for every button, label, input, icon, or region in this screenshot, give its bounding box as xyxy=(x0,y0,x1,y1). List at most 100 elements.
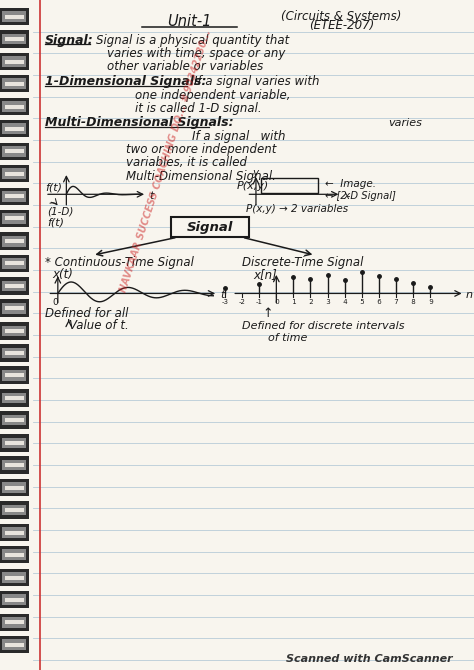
Bar xyxy=(5,284,24,288)
Bar xyxy=(2,146,26,157)
Text: If a signal   with: If a signal with xyxy=(192,129,285,143)
Bar xyxy=(2,482,26,493)
Text: t: t xyxy=(149,192,154,201)
Text: x[n]: x[n] xyxy=(254,268,277,281)
Bar xyxy=(0,569,29,586)
Bar xyxy=(0,636,29,653)
Bar xyxy=(5,261,24,265)
Bar xyxy=(2,326,26,336)
Text: If a signal varies with: If a signal varies with xyxy=(194,75,320,88)
Text: * Continuous-Time Signal: * Continuous-Time Signal xyxy=(45,256,194,269)
Bar xyxy=(5,239,24,243)
Text: 4: 4 xyxy=(341,299,348,305)
Bar xyxy=(5,531,24,535)
Bar xyxy=(2,191,26,202)
Text: one independent variable,: one independent variable, xyxy=(135,88,291,102)
Text: -1: -1 xyxy=(256,299,263,305)
Bar xyxy=(0,165,29,182)
Bar xyxy=(0,322,29,340)
Text: 0: 0 xyxy=(273,299,280,305)
Bar xyxy=(2,572,26,583)
Bar xyxy=(0,255,29,272)
Bar xyxy=(2,11,26,22)
Bar xyxy=(0,30,29,48)
Text: Signal: Signal xyxy=(187,220,233,234)
Bar xyxy=(0,434,29,452)
Bar xyxy=(0,299,29,317)
Text: 1: 1 xyxy=(290,299,297,305)
Bar xyxy=(2,123,26,134)
Text: varies with time, space or any: varies with time, space or any xyxy=(107,47,285,60)
Bar xyxy=(0,75,29,92)
Bar xyxy=(0,456,29,474)
Bar xyxy=(2,639,26,650)
Bar xyxy=(0,614,29,631)
Text: -2: -2 xyxy=(239,299,246,305)
Bar xyxy=(5,486,24,490)
Bar xyxy=(5,37,24,41)
Text: 2: 2 xyxy=(307,299,314,305)
Bar xyxy=(2,281,26,291)
Text: P(x,y) → 2 variables: P(x,y) → 2 variables xyxy=(246,204,348,214)
Text: Unit-1: Unit-1 xyxy=(167,14,212,29)
Text: 1-Dimensional Signals:: 1-Dimensional Signals: xyxy=(45,75,207,88)
Text: Value of t.: Value of t. xyxy=(69,319,128,332)
Text: f(t): f(t) xyxy=(45,183,62,192)
Text: t: t xyxy=(220,291,225,300)
Bar xyxy=(5,149,24,153)
Bar xyxy=(2,213,26,224)
Bar xyxy=(5,373,24,377)
Text: Defined for all: Defined for all xyxy=(45,307,128,320)
Bar xyxy=(0,546,29,563)
Text: 8: 8 xyxy=(410,299,416,305)
Text: n: n xyxy=(466,291,473,300)
Text: y: y xyxy=(252,168,258,178)
Text: f(t): f(t) xyxy=(47,218,64,227)
Bar xyxy=(0,591,29,608)
Text: Signal:: Signal: xyxy=(45,34,94,47)
Bar xyxy=(5,82,24,86)
Text: (ETEE-207): (ETEE-207) xyxy=(309,19,374,32)
Bar xyxy=(2,438,26,448)
Bar xyxy=(0,120,29,137)
Text: (1-D): (1-D) xyxy=(47,206,74,216)
Bar xyxy=(0,389,29,407)
Bar xyxy=(2,617,26,628)
Bar xyxy=(0,344,29,362)
Bar xyxy=(5,15,24,19)
Bar xyxy=(2,56,26,67)
Bar xyxy=(2,549,26,560)
Text: ↑: ↑ xyxy=(263,307,273,320)
Bar xyxy=(5,127,24,131)
Bar xyxy=(0,98,29,115)
Bar xyxy=(2,527,26,538)
Bar xyxy=(2,415,26,425)
Bar xyxy=(0,232,29,250)
Text: 0: 0 xyxy=(52,298,58,308)
Text: Multi-Dimensional Signal.: Multi-Dimensional Signal. xyxy=(126,170,275,183)
Text: Discrete-Time Signal: Discrete-Time Signal xyxy=(242,256,363,269)
Bar xyxy=(5,418,24,422)
Bar xyxy=(171,217,249,237)
Bar xyxy=(2,348,26,358)
Bar xyxy=(261,178,318,193)
Bar xyxy=(5,508,24,512)
Text: it is called 1-D signal.: it is called 1-D signal. xyxy=(135,102,262,115)
Text: 3: 3 xyxy=(324,299,331,305)
Bar xyxy=(2,258,26,269)
Bar xyxy=(5,463,24,467)
Text: ← [2-D Signal]: ← [2-D Signal] xyxy=(325,192,396,201)
Text: NAVKAAR SUCCESS COACHING DO... # 90342230...: NAVKAAR SUCCESS COACHING DO... # 9034223… xyxy=(118,28,213,293)
Text: two or more independent: two or more independent xyxy=(126,143,276,156)
Bar xyxy=(5,643,24,647)
Bar xyxy=(2,34,26,44)
Text: -3: -3 xyxy=(222,299,228,305)
Text: 7: 7 xyxy=(392,299,399,305)
Bar xyxy=(5,351,24,355)
Bar xyxy=(0,411,29,429)
Bar xyxy=(0,143,29,160)
Bar xyxy=(2,303,26,314)
Bar xyxy=(5,396,24,400)
Bar xyxy=(0,524,29,541)
Bar xyxy=(0,8,29,25)
